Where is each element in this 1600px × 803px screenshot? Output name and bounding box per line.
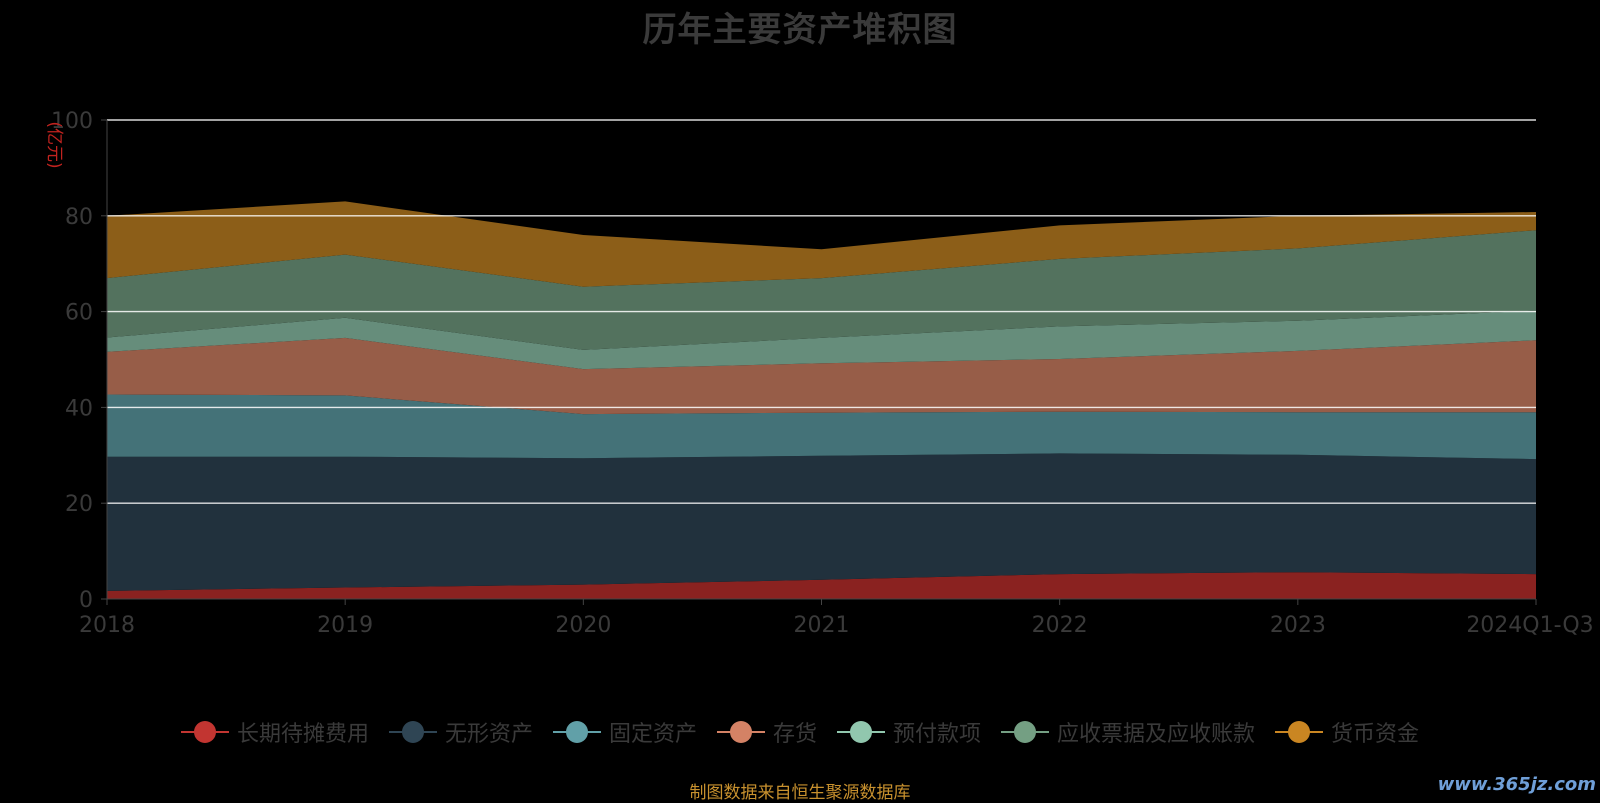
- legend-marker-3: [716, 720, 765, 744]
- y-tick-label-2: 40: [65, 396, 93, 421]
- legend-item-5[interactable]: 应收票据及应收账款: [1001, 716, 1255, 748]
- source-note: 制图数据来自恒生聚源数据库: [689, 783, 911, 803]
- y-tick-label-1: 20: [65, 492, 93, 517]
- legend-label-5: 应收票据及应收账款: [1057, 722, 1256, 747]
- legend-marker-2: [552, 720, 601, 744]
- area-series-2: [107, 394, 1536, 460]
- legend-item-3[interactable]: 存货: [716, 716, 817, 748]
- legend-label-2: 固定资产: [608, 722, 697, 747]
- legend-label-4: 预付款项: [893, 722, 982, 747]
- x-tick-label-0: 2018: [79, 613, 135, 638]
- area-series-3: [107, 337, 1536, 415]
- legend-marker-1: [388, 720, 437, 744]
- y-tick-label-0: 0: [79, 588, 93, 613]
- legend: 长期待摊费用 无形资产 固定资产 存货 预付款项 应收票据及应收账款 货币资金: [0, 716, 1600, 748]
- legend-item-6[interactable]: 货币资金: [1275, 716, 1419, 748]
- area-layers: [107, 201, 1536, 599]
- legend-item-4[interactable]: 预付款项: [837, 716, 981, 748]
- area-series-0: [107, 572, 1536, 599]
- area-series-1: [107, 453, 1536, 591]
- legend-item-0[interactable]: 长期待摊费用: [180, 716, 369, 748]
- gridlines: [107, 119, 1536, 504]
- area-series-6: [107, 201, 1536, 287]
- y-tick-label-4: 80: [65, 205, 93, 230]
- chart-title: 历年主要资产堆积图: [642, 10, 958, 50]
- legend-marker-5: [1001, 720, 1050, 744]
- legend-label-6: 货币资金: [1331, 722, 1420, 747]
- area-series-4: [107, 310, 1536, 370]
- x-tick-label-2: 2020: [555, 613, 611, 638]
- legend-item-1[interactable]: 无形资产: [388, 716, 533, 748]
- y-axis-label: (亿元): [44, 121, 64, 168]
- plot-area: 0 20 40 60 80 100 2018 2019 2020 2021 2022 2023 2024…: [44, 109, 1594, 638]
- watermark: www.365jz.com: [1437, 774, 1596, 795]
- x-tick-label-4: 2022: [1032, 613, 1088, 638]
- x-tick-label-5: 2023: [1270, 613, 1326, 638]
- area-series-5: [107, 230, 1536, 350]
- legend-marker-6: [1275, 720, 1324, 744]
- x-tick-label-1: 2019: [317, 613, 373, 638]
- legend-item-2[interactable]: 固定资产: [552, 716, 697, 748]
- legend-label-3: 存货: [772, 722, 817, 747]
- y-tick-label-5: 100: [51, 109, 93, 134]
- x-tick-label-6: 2024Q1-Q3: [1466, 613, 1593, 638]
- y-tick-label-3: 60: [65, 301, 93, 326]
- x-tick-label-3: 2021: [794, 613, 850, 638]
- legend-label-1: 无形资产: [444, 722, 533, 747]
- legend-marker-4: [837, 720, 885, 744]
- legend-label-0: 长期待摊费用: [236, 722, 369, 747]
- legend-marker-0: [180, 720, 229, 744]
